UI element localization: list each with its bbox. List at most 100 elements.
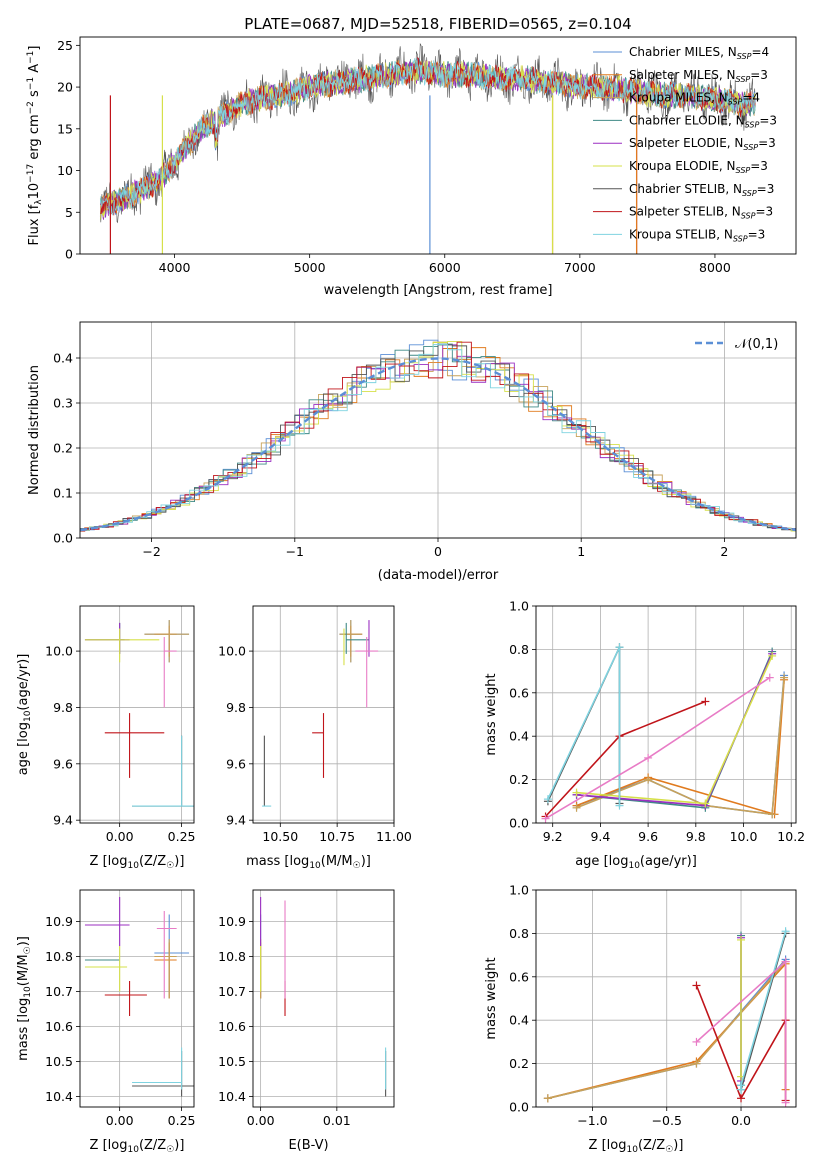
residuals-ylabel: Normed distribution	[27, 365, 42, 495]
y-tick-label: 9.4	[226, 813, 246, 828]
spectrum-series-kroupa_stelib	[99, 58, 756, 216]
x-tick-label: 9.6	[638, 829, 658, 844]
x-tick-label: −0.5	[652, 1113, 682, 1128]
x-tick-label: 9.2	[543, 829, 563, 844]
y-tick-label: 0	[65, 247, 73, 262]
y-tick-label: 0.2	[509, 772, 529, 787]
y-tick-label: 10.9	[45, 914, 73, 929]
y-tick-label: 0.1	[53, 486, 73, 501]
weight-line-pink	[545, 676, 771, 820]
x-axis-label: age [log10(age/yr)]	[575, 854, 697, 871]
x-tick-label: 9.4	[590, 829, 610, 844]
mass-weight-vs-Z-panel: −1.0 −0.5 0.0 0.0 0.2 0.4 0.6 0.8 1.0 Z [log10(Z/…	[484, 883, 797, 1155]
y-tick-label: 0.8	[509, 926, 529, 941]
x-tick-label: −1	[286, 544, 304, 559]
age-vs-Z-points	[84, 620, 194, 807]
y-tick-label: 0.0	[509, 816, 529, 831]
mass-weight-vs-Z-series	[543, 927, 790, 1107]
x-tick-label: 0.25	[168, 1113, 196, 1128]
y-tick-label: 0.2	[509, 1056, 529, 1071]
mass-vs-ebv-panel: 0.00 0.01 10.4 10.5 10.6 10.7 10.8 10.9 E(B-V)	[218, 889, 395, 1153]
y-tick-label: 10.5	[218, 1054, 246, 1069]
axes-frame	[535, 605, 797, 824]
y-axis-label: age [log10(age/yr)]	[16, 654, 33, 776]
legend-entry: Kroupa MILES, NSSP=4	[629, 91, 760, 107]
legend-entry: Salpeter ELODIE, NSSP=3	[629, 136, 776, 152]
y-tick-label: 0.3	[53, 396, 73, 411]
y-tick-label: 10.6	[218, 1019, 246, 1034]
x-tick-label: 0.00	[106, 1113, 134, 1128]
x-axis-label: E(B-V)	[288, 1138, 328, 1153]
x-tick-label: −2	[142, 544, 160, 559]
x-axis-label: Z [log10(Z/Z☉)]	[90, 854, 185, 871]
spectrum-xlabel: wavelength [Angstrom, rest frame]	[324, 283, 553, 298]
residuals-xlabel: (data-model)/error	[378, 568, 499, 583]
x-tick-label: 10.2	[777, 829, 805, 844]
y-tick-label: 0.6	[509, 969, 529, 984]
y-tick-label: 0.4	[509, 729, 529, 744]
x-tick-label: 2	[720, 544, 728, 559]
y-tick-label: 9.6	[226, 756, 246, 771]
x-tick-label: 0.00	[247, 1113, 275, 1128]
x-tick-label: −1.0	[577, 1113, 607, 1128]
y-tick-label: 0.0	[53, 531, 73, 546]
legend-entry: Chabrier STELIB, NSSP=3	[629, 182, 774, 198]
x-tick-label: 9.8	[686, 829, 706, 844]
y-axis-label: mass weight	[484, 673, 499, 755]
spectrum-panel: 4000 5000 6000 7000 8000 0 5 10 15 20 25 PLATE=0687…	[26, 15, 797, 298]
mass-vs-Z-points	[84, 897, 194, 1097]
x-tick-label: 11.00	[376, 829, 412, 844]
legend-entry: Salpeter MILES, NSSP=3	[629, 68, 768, 84]
y-axis-label: mass [log10(M/M☉)]	[16, 936, 33, 1061]
spectrum-legend: Chabrier MILES, NSSP=4 Salpeter MILES, NS…	[593, 45, 777, 243]
x-tick-label: 0.01	[323, 1113, 351, 1128]
mass-weight-vs-age-series	[541, 643, 789, 823]
y-axis-label: mass weight	[484, 957, 499, 1039]
y-tick-label: 0.6	[509, 685, 529, 700]
y-tick-label: 10.4	[45, 1089, 73, 1104]
x-tick-label: 7000	[564, 260, 596, 275]
mass-vs-Z-panel: 0.00 0.25 10.4 10.5 10.6 10.7 10.8 10.9 Z [log10…	[16, 889, 196, 1155]
y-tick-label: 9.4	[53, 813, 73, 828]
y-tick-label: 0.8	[509, 642, 529, 657]
x-tick-label: 10.50	[262, 829, 298, 844]
mass-vs-ebv-points	[260, 897, 387, 1097]
y-tick-label: 0.4	[509, 1013, 529, 1028]
y-tick-label: 10.6	[45, 1019, 73, 1034]
residual-histograms	[80, 339, 796, 533]
x-tick-label: 0.00	[106, 829, 134, 844]
y-tick-label: 25	[57, 38, 73, 53]
x-tick-label: 4000	[159, 260, 191, 275]
y-tick-label: 10.5	[45, 1054, 73, 1069]
legend-entry: Chabrier MILES, NSSP=4	[629, 45, 769, 61]
y-tick-label: 10.0	[218, 644, 246, 659]
x-axis-label: Z [log10(Z/Z☉)]	[589, 1138, 684, 1155]
y-tick-label: 1.0	[509, 599, 529, 614]
y-tick-label: 20	[57, 80, 73, 95]
y-tick-label: 10.4	[218, 1089, 246, 1104]
y-tick-label: 9.8	[53, 700, 73, 715]
x-axis-label: mass [log10(M/M☉)]	[246, 854, 371, 871]
x-tick-label: 1	[577, 544, 585, 559]
legend-entry: Salpeter STELIB, NSSP=3	[629, 205, 773, 221]
residuals-panel: −2 −1 0 1 2 0.0 0.1 0.2 0.3 0.4 𝒩(0,1) (data-model)…	[27, 321, 797, 583]
y-tick-label: 10.8	[218, 949, 246, 964]
y-tick-label: 10.7	[45, 984, 73, 999]
y-tick-label: 9.6	[53, 756, 73, 771]
y-tick-label: 0.4	[53, 351, 73, 366]
axes-frame	[252, 889, 395, 1108]
y-tick-label: 0.0	[509, 1100, 529, 1115]
legend-entry: Kroupa ELODIE, NSSP=3	[629, 159, 768, 175]
y-tick-label: 15	[57, 121, 73, 136]
x-tick-label: 0.0	[731, 1113, 751, 1128]
axes-frame	[79, 321, 797, 539]
axes-frame	[79, 36, 797, 255]
legend-entry: 𝒩(0,1)	[735, 337, 778, 352]
y-tick-label: 10.0	[45, 644, 73, 659]
age-vs-Z-panel: 0.00 0.25 9.4 9.6 9.8 10.0 Z [log10(Z/Z☉)] age …	[16, 605, 196, 871]
axes-frame	[252, 605, 395, 824]
y-tick-label: 5	[65, 205, 73, 220]
age-vs-mass-points	[262, 620, 379, 807]
y-tick-label: 10	[57, 163, 73, 178]
